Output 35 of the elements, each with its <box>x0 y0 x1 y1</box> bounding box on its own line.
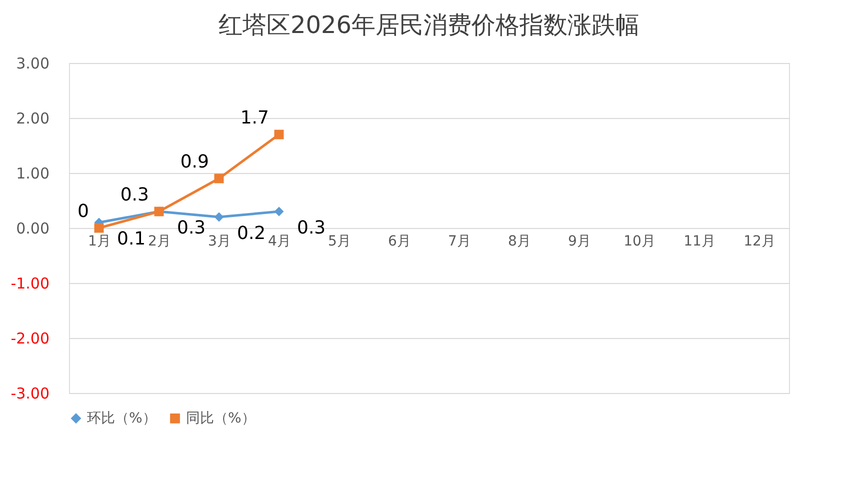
data-label: 0.3 <box>120 184 149 206</box>
point <box>214 212 224 222</box>
x-tick-label: 6月 <box>388 234 411 250</box>
y-tick-label: -1.00 <box>10 274 50 292</box>
x-tick-label: 5月 <box>328 234 351 250</box>
legend-label: 同比（%） <box>186 410 256 426</box>
data-label: 1.7 <box>240 108 269 128</box>
x-tick-label: 11月 <box>684 234 716 250</box>
data-label: 0.2 <box>237 223 266 244</box>
y-tick-label: 2.00 <box>16 110 50 128</box>
x-tick-label: 8月 <box>508 234 531 250</box>
y-tick-label: -3.00 <box>10 384 50 402</box>
point <box>274 206 284 216</box>
point <box>94 223 104 233</box>
chart-title: 红塔区2026年居民消费价格指数涨跌幅 <box>218 11 640 39</box>
y-tick-label: 1.00 <box>16 164 50 182</box>
y-tick-label: 0.00 <box>16 220 50 238</box>
point <box>214 174 224 184</box>
x-tick-label: 2月 <box>148 234 171 250</box>
point <box>274 130 284 140</box>
y-tick-label: -2.00 <box>10 330 50 348</box>
x-tick-label: 4月 <box>268 234 291 250</box>
data-label: 0 <box>78 201 89 222</box>
data-label: 0.3 <box>177 218 206 238</box>
x-tick-label: 7月 <box>448 234 471 250</box>
x-tick-label: 9月 <box>568 234 591 250</box>
data-label: 0.3 <box>297 218 326 238</box>
x-tick-label: 12月 <box>744 234 776 250</box>
data-label: 0.1 <box>117 228 146 250</box>
x-tick-label: 1月 <box>88 234 111 250</box>
legend-label: 环比（%） <box>87 410 156 426</box>
data-label: 0.9 <box>180 152 209 172</box>
x-tick-label: 3月 <box>208 234 231 250</box>
x-tick-label: 10月 <box>624 234 656 250</box>
y-tick-label: 3.00 <box>16 54 50 72</box>
